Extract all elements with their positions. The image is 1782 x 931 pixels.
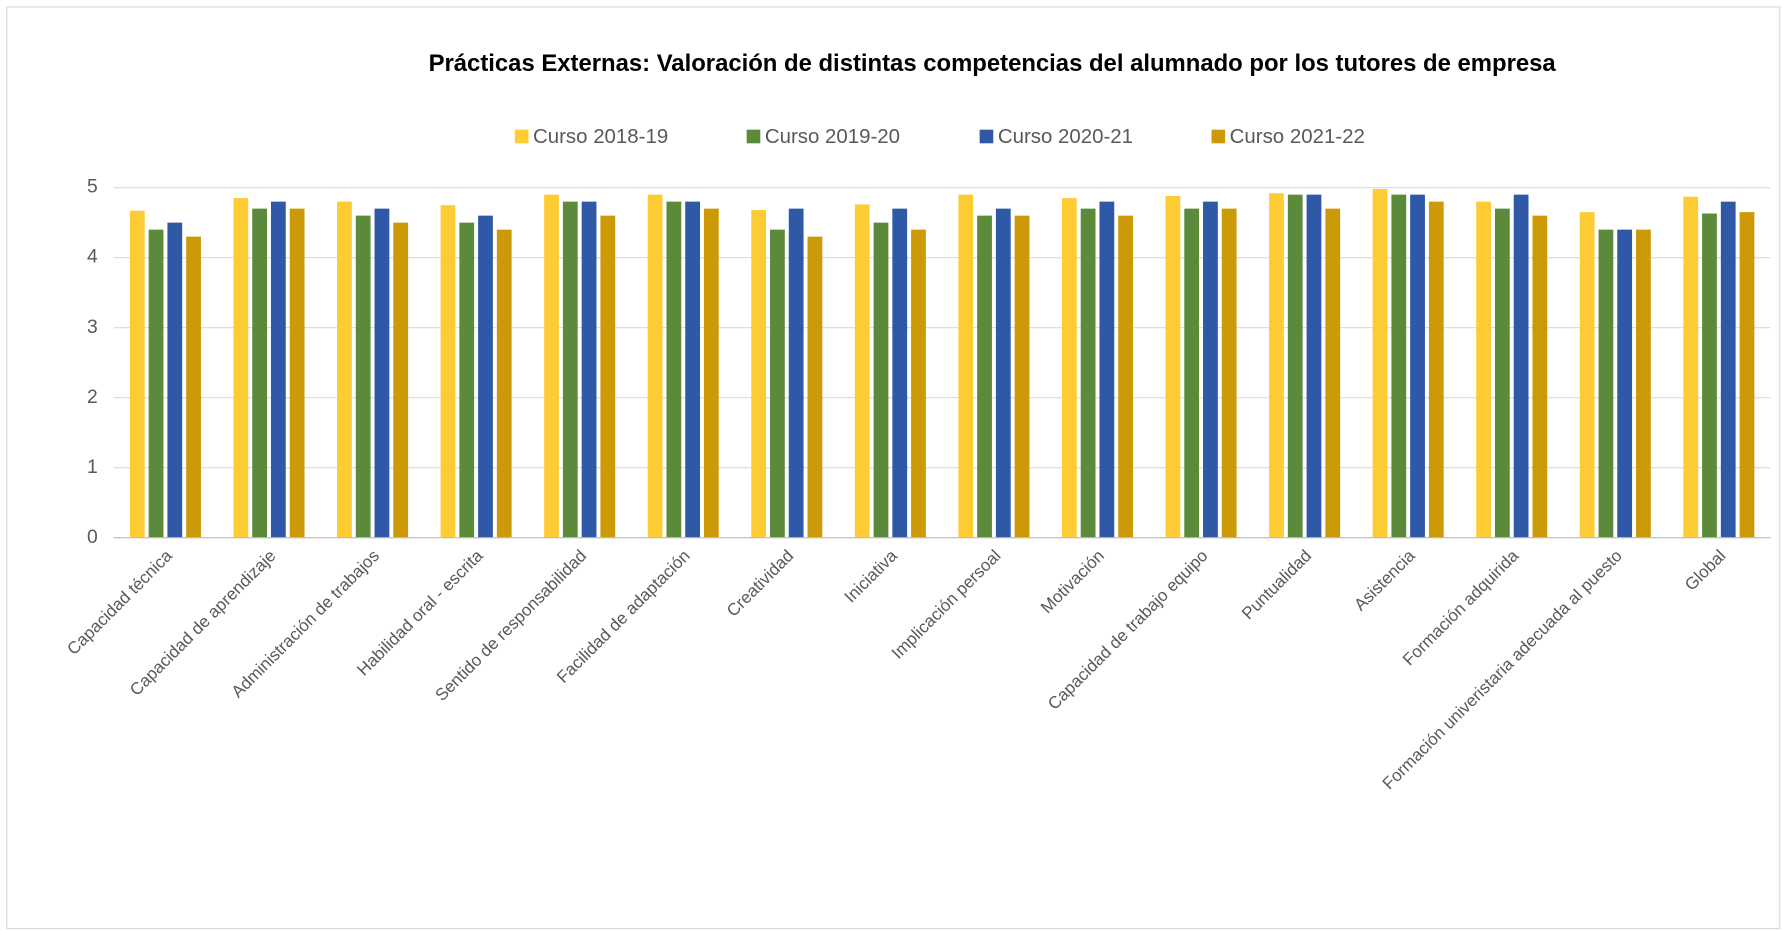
bar [995, 208, 1011, 538]
bar [496, 229, 512, 538]
bar [600, 215, 616, 538]
bar [252, 208, 268, 538]
bar [289, 208, 305, 538]
bar [1391, 194, 1407, 538]
bar [544, 194, 559, 538]
bar [1372, 189, 1388, 538]
y-tick-label: 5 [87, 177, 98, 198]
bar [186, 236, 201, 538]
bar [1099, 201, 1115, 538]
bar [1476, 201, 1491, 538]
bar [854, 204, 870, 538]
legend-label: Curso 2019-20 [765, 125, 900, 148]
bar [1061, 198, 1077, 538]
bar [685, 201, 701, 538]
bar [355, 215, 371, 538]
bar [1410, 194, 1425, 538]
bar [1269, 193, 1284, 538]
legend-label: Curso 2021-22 [1230, 125, 1365, 148]
bar [270, 201, 286, 538]
y-tick-label: 3 [87, 317, 98, 338]
bar [703, 208, 719, 538]
legend-swatch [514, 129, 529, 144]
bar [788, 208, 804, 538]
bar [233, 198, 249, 538]
bar [1720, 201, 1736, 538]
bar [1494, 208, 1510, 538]
y-tick-label: 1 [87, 457, 98, 478]
bar [1579, 212, 1595, 538]
y-tick-label: 4 [87, 247, 98, 268]
legend-swatch [979, 129, 994, 144]
bar [1428, 201, 1444, 538]
bar [1118, 215, 1133, 538]
bar [129, 210, 145, 538]
bar [647, 194, 663, 538]
bar [873, 222, 889, 538]
bar [977, 215, 992, 538]
bar [807, 236, 823, 538]
bar [459, 222, 475, 538]
bar [440, 205, 456, 538]
chart-title: Prácticas Externas: Valoración de distin… [429, 50, 1557, 77]
bar [1221, 208, 1237, 538]
bar [666, 201, 682, 538]
legend-label: Curso 2018-19 [533, 125, 668, 148]
bar [148, 229, 164, 538]
bar [393, 222, 409, 538]
bar [1287, 194, 1303, 538]
bar [581, 201, 597, 538]
bar [892, 208, 908, 538]
bar [1513, 194, 1529, 538]
bar [770, 229, 785, 538]
bar [1165, 196, 1181, 538]
bar [1532, 215, 1548, 538]
y-tick-label: 0 [87, 527, 98, 548]
bar [1683, 196, 1699, 538]
bar [1080, 208, 1096, 538]
bar [958, 194, 974, 538]
bar [1014, 215, 1030, 538]
legend-label: Curso 2020-21 [998, 125, 1133, 148]
bar [374, 208, 390, 538]
legend-swatch [1211, 129, 1226, 144]
bar [337, 201, 352, 538]
bar [1598, 229, 1614, 538]
bar [1306, 194, 1322, 538]
bar [1617, 229, 1633, 538]
bar [1739, 212, 1755, 538]
bar [751, 210, 767, 538]
bar [1203, 201, 1218, 538]
bar [1325, 208, 1341, 538]
bar [1184, 208, 1200, 538]
legend-swatch [746, 129, 761, 144]
bar [562, 201, 578, 538]
bar [1636, 229, 1651, 538]
bar [911, 229, 926, 538]
bar [1702, 213, 1717, 538]
y-tick-label: 2 [87, 387, 98, 408]
bar [478, 215, 493, 538]
bar [167, 222, 183, 538]
